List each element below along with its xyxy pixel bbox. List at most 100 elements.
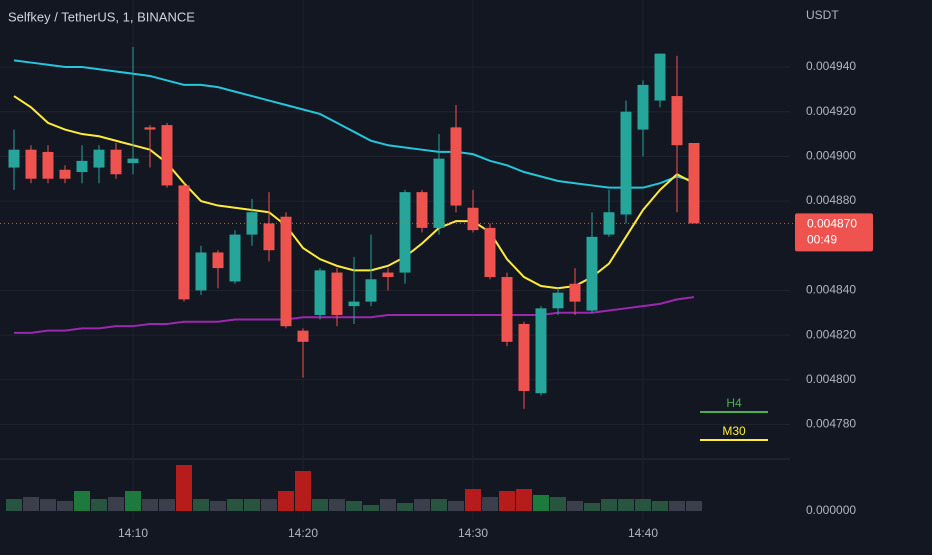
volume-bar bbox=[533, 495, 549, 511]
moving-average-line bbox=[13, 59, 695, 189]
candle-body bbox=[127, 158, 139, 164]
volume-bar bbox=[669, 501, 685, 511]
candle-body bbox=[280, 216, 292, 327]
volume-bar bbox=[244, 499, 260, 511]
volume-bar bbox=[91, 499, 107, 511]
volume-bar bbox=[125, 491, 141, 511]
volume-bar bbox=[363, 505, 379, 511]
volume-bar bbox=[176, 465, 192, 511]
currency-label: USDT bbox=[806, 8, 839, 22]
x-tick-label: 14:40 bbox=[628, 526, 658, 540]
level-label: H4 bbox=[726, 396, 742, 410]
volume-bar bbox=[295, 471, 311, 511]
y-tick-label: 0.004820 bbox=[806, 327, 856, 341]
countdown-label: 00:49 bbox=[807, 233, 837, 247]
candle-body bbox=[535, 308, 547, 394]
volume-bar bbox=[465, 489, 481, 511]
volume-bar bbox=[618, 499, 634, 511]
volume-bar bbox=[550, 497, 566, 511]
candle-body bbox=[8, 149, 20, 168]
candle-body bbox=[76, 160, 88, 173]
volume-bar bbox=[516, 489, 532, 511]
candle-body bbox=[484, 227, 496, 278]
candle-body bbox=[450, 127, 462, 206]
candle-body bbox=[467, 207, 479, 231]
candle-body bbox=[382, 272, 394, 278]
volume-bar bbox=[601, 499, 617, 511]
y-tick-label: 0.004840 bbox=[806, 283, 856, 297]
volume-bar bbox=[431, 499, 447, 511]
volume-bar bbox=[40, 499, 56, 511]
volume-bar bbox=[23, 497, 39, 511]
candle-body bbox=[195, 252, 207, 291]
candle-body bbox=[144, 127, 156, 130]
volume-bar bbox=[584, 503, 600, 511]
volume-bar bbox=[312, 499, 328, 511]
candle-body bbox=[637, 84, 649, 130]
candle-body bbox=[314, 270, 326, 316]
candle-body bbox=[552, 292, 564, 309]
y-tick-label: 0.004940 bbox=[806, 59, 856, 73]
volume-bar bbox=[142, 499, 158, 511]
candle-body bbox=[671, 96, 683, 146]
volume-bar bbox=[448, 501, 464, 511]
candle-body bbox=[25, 149, 37, 179]
volume-bar bbox=[227, 499, 243, 511]
volume-bar bbox=[686, 501, 702, 511]
last-price-tag bbox=[795, 213, 873, 252]
volume-bar bbox=[261, 499, 277, 511]
candle-body bbox=[263, 223, 275, 251]
volume-bar bbox=[567, 501, 583, 511]
level-label: M30 bbox=[722, 424, 746, 438]
volume-bar bbox=[482, 497, 498, 511]
candle-body bbox=[688, 142, 700, 224]
candle-body bbox=[297, 330, 309, 342]
candle-body bbox=[518, 323, 530, 391]
y-tick-label: 0.004920 bbox=[806, 104, 856, 118]
volume-bar bbox=[74, 491, 90, 511]
volume-bar bbox=[210, 501, 226, 511]
volume-bar bbox=[6, 499, 22, 511]
y-tick-label: 0.004900 bbox=[806, 149, 856, 163]
y-tick-label: 0.004880 bbox=[806, 193, 856, 207]
candle-body bbox=[42, 151, 54, 179]
x-tick-label: 14:10 bbox=[118, 526, 148, 540]
candle-body bbox=[331, 272, 343, 316]
candle-body bbox=[399, 192, 411, 273]
volume-bar bbox=[159, 499, 175, 511]
x-tick-label: 14:20 bbox=[288, 526, 318, 540]
volume-bar bbox=[193, 499, 209, 511]
volume-bar bbox=[57, 501, 73, 511]
x-tick-label: 14:30 bbox=[458, 526, 488, 540]
y-tick-label: 0.004800 bbox=[806, 372, 856, 386]
y-tick-label: 0.004780 bbox=[806, 417, 856, 431]
candle-body bbox=[161, 125, 173, 186]
candle-body bbox=[365, 279, 377, 302]
candle-body bbox=[416, 192, 428, 228]
candle-body bbox=[569, 283, 581, 302]
chart-title: Selfkey / TetherUS, 1, BINANCE bbox=[8, 9, 195, 24]
volume-bar bbox=[278, 491, 294, 511]
candle-body bbox=[586, 236, 598, 311]
last-price-label: 0.004870 bbox=[807, 217, 857, 231]
volume-bar bbox=[499, 491, 515, 511]
volume-bar bbox=[346, 501, 362, 511]
candle-body bbox=[229, 234, 241, 282]
candle-body bbox=[433, 158, 445, 228]
volume-tick-label: 0.000000 bbox=[806, 503, 856, 517]
volume-bar bbox=[635, 499, 651, 511]
volume-bar bbox=[108, 497, 124, 511]
volume-bar bbox=[380, 499, 396, 511]
volume-bar bbox=[652, 501, 668, 511]
candle-body bbox=[501, 277, 513, 342]
candle-body bbox=[212, 252, 224, 269]
candle-body bbox=[110, 149, 122, 175]
volume-bar bbox=[397, 503, 413, 511]
candle-body bbox=[178, 185, 190, 300]
candle-body bbox=[93, 149, 105, 168]
candle-body bbox=[620, 111, 632, 215]
volume-bar bbox=[414, 499, 430, 511]
volume-bar bbox=[329, 499, 345, 511]
